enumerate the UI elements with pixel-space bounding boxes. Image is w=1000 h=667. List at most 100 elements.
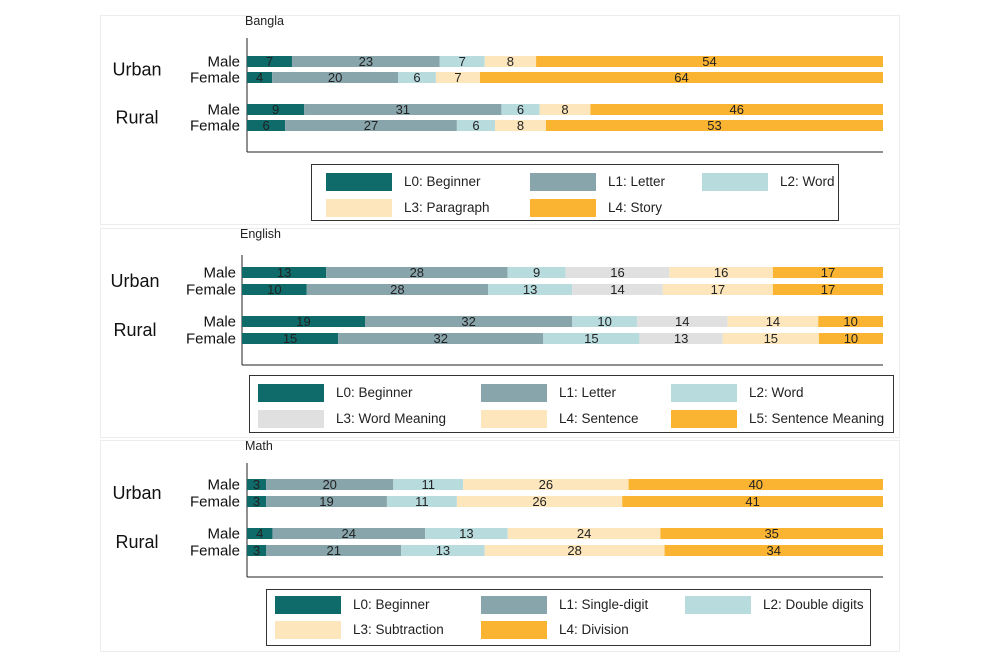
english-row-label-rural-female: Female xyxy=(186,331,236,348)
bangla-bar-urban-male-l0 xyxy=(247,56,292,67)
bangla-group-label-rural: Rural xyxy=(115,108,158,128)
english-legend-swatch-l0 xyxy=(258,384,324,402)
math-row-label-rural-female: Female xyxy=(190,543,240,560)
math-bar-urban-male-l4 xyxy=(628,479,883,490)
bangla-bar-rural-female-l4 xyxy=(545,120,883,131)
bangla-chart-title: Bangla xyxy=(245,14,284,28)
english-legend-swatch-l5 xyxy=(671,410,737,428)
english-group-label-urban: Urban xyxy=(110,271,159,291)
english-value-label-urban-male-l0: 13 xyxy=(277,265,291,280)
english-value-label-rural-female-l1: 32 xyxy=(433,331,447,346)
bangla-legend-swatch-l4 xyxy=(530,199,596,217)
math-value-label-rural-male-l1: 24 xyxy=(342,526,356,541)
math-value-label-urban-male-l3: 26 xyxy=(539,477,553,492)
bangla-bar-rural-female-l3 xyxy=(495,120,546,131)
bangla-value-label-rural-female-l4: 53 xyxy=(707,118,721,133)
math-bar-rural-male-l1 xyxy=(272,528,426,539)
bangla-bar-rural-male-l2 xyxy=(501,104,540,115)
english-value-label-urban-male-l4: 16 xyxy=(714,265,728,280)
math-group-label-rural: Rural xyxy=(115,532,158,552)
math-bar-rural-female-l3 xyxy=(484,545,665,556)
bangla-value-label-rural-female-l1: 27 xyxy=(364,118,378,133)
english-bar-rural-female-l1 xyxy=(338,333,544,344)
english-legend-swatch-l1 xyxy=(481,384,547,402)
english-bar-urban-female-l1 xyxy=(306,284,489,295)
bangla-value-label-urban-female-l4: 64 xyxy=(674,70,688,85)
math-value-label-urban-male-l1: 20 xyxy=(322,477,336,492)
english-bar-urban-male-l4 xyxy=(669,267,773,278)
bangla-bar-rural-female-l1 xyxy=(285,120,457,131)
math-bar-rural-male-l0 xyxy=(247,528,273,539)
bangla-value-label-urban-female-l2: 6 xyxy=(413,70,420,85)
english-legend-label-l0: L0: Beginner xyxy=(336,385,413,400)
math-value-label-urban-female-l4: 41 xyxy=(745,494,759,509)
english-bar-urban-male-l3 xyxy=(565,267,670,278)
english-value-label-urban-female-l4: 17 xyxy=(711,282,725,297)
math-row-label-urban-male: Male xyxy=(207,477,240,494)
math-value-label-rural-female-l1: 21 xyxy=(326,543,340,558)
bangla-value-label-rural-male-l0: 9 xyxy=(272,102,279,117)
bangla-value-label-urban-female-l0: 4 xyxy=(256,70,263,85)
english-legend-label-l5: L5: Sentence Meaning xyxy=(749,411,885,426)
math-value-label-rural-female-l4: 34 xyxy=(767,543,781,558)
math-bar-rural-male-l2 xyxy=(425,528,508,539)
bangla-value-label-rural-female-l2: 6 xyxy=(472,118,479,133)
bangla-bar-rural-male-l4 xyxy=(590,104,883,115)
english-value-label-rural-female-l5: 10 xyxy=(844,331,858,346)
bangla-value-label-rural-male-l3: 8 xyxy=(561,102,568,117)
bangla-bar-urban-male-l1 xyxy=(291,56,440,67)
bangla-legend-label-l2: L2: Word xyxy=(780,174,835,189)
english-value-label-urban-female-l0: 10 xyxy=(267,282,281,297)
bangla-bar-rural-male-l0 xyxy=(247,104,305,115)
bangla-legend-swatch-l0 xyxy=(326,173,392,191)
math-bar-rural-female-l4 xyxy=(664,545,883,556)
bangla-group-label-urban: Urban xyxy=(112,60,161,80)
english-value-label-rural-female-l0: 15 xyxy=(283,331,297,346)
english-value-label-rural-female-l4: 15 xyxy=(764,331,778,346)
english-bar-rural-female-l4 xyxy=(722,333,819,344)
bangla-legend-label-l4: L4: Story xyxy=(608,200,663,215)
math-row-label-rural-male: Male xyxy=(207,526,240,543)
english-row-label-rural-male: Male xyxy=(203,314,236,331)
english-legend-label-l1: L1: Letter xyxy=(559,385,617,400)
english-panel: English Urban Male 13 28 9 16 16 17 Female 10 28 13 1… xyxy=(100,227,900,438)
bangla-bar-rural-female-l2 xyxy=(456,120,496,131)
english-value-label-rural-male-l4: 14 xyxy=(766,314,780,329)
bangla-bar-rural-male-l3 xyxy=(539,104,591,115)
math-legend-label-l3: L3: Subtraction xyxy=(353,622,444,637)
english-value-label-rural-male-l0: 19 xyxy=(296,314,310,329)
english-bar-rural-male-l3 xyxy=(636,316,728,327)
bangla-value-label-urban-female-l3: 7 xyxy=(454,70,461,85)
math-legend-label-l2: L2: Double digits xyxy=(763,597,864,612)
english-bar-rural-female-l2 xyxy=(543,333,640,344)
english-legend: L0: Beginner L1: Letter L2: Word L3: Word M… xyxy=(249,375,894,433)
bangla-value-label-urban-male-l3: 8 xyxy=(507,54,514,69)
english-value-label-urban-female-l2: 13 xyxy=(523,282,537,297)
bangla-bar-urban-female-l0 xyxy=(247,72,273,83)
math-bar-urban-female-l0 xyxy=(247,496,267,507)
bangla-bar-urban-male-l2 xyxy=(439,56,485,67)
english-bar-urban-female-l0 xyxy=(242,284,307,295)
math-value-label-rural-female-l3: 28 xyxy=(567,543,581,558)
bangla-bar-urban-female-l1 xyxy=(272,72,399,83)
bangla-bar-rural-female-l0 xyxy=(247,120,286,131)
math-bar-rural-male-l3 xyxy=(507,528,661,539)
english-bar-urban-male-l0 xyxy=(242,267,327,278)
bangla-bar-urban-male-l3 xyxy=(484,56,537,67)
math-legend-swatch-l1 xyxy=(481,596,547,614)
math-value-label-urban-female-l0: 3 xyxy=(253,494,260,509)
math-bar-urban-female-l1 xyxy=(266,496,387,507)
bangla-row-label-urban-female: Female xyxy=(190,70,240,87)
bangla-legend-swatch-l2 xyxy=(702,173,768,191)
english-bar-urban-female-l3 xyxy=(572,284,663,295)
english-bar-rural-male-l2 xyxy=(572,316,637,327)
bangla-legend-swatch-l3 xyxy=(326,199,392,217)
bangla-value-label-rural-male-l2: 6 xyxy=(517,102,524,117)
math-value-label-urban-male-l0: 3 xyxy=(253,477,260,492)
bangla-row-label-rural-female: Female xyxy=(190,118,240,135)
english-bar-urban-male-l1 xyxy=(326,267,508,278)
english-value-label-rural-female-l3: 13 xyxy=(674,331,688,346)
english-legend-label-l2: L2: Word xyxy=(749,385,804,400)
english-bar-urban-male-l2 xyxy=(507,267,566,278)
english-chart-title: English xyxy=(240,227,281,241)
